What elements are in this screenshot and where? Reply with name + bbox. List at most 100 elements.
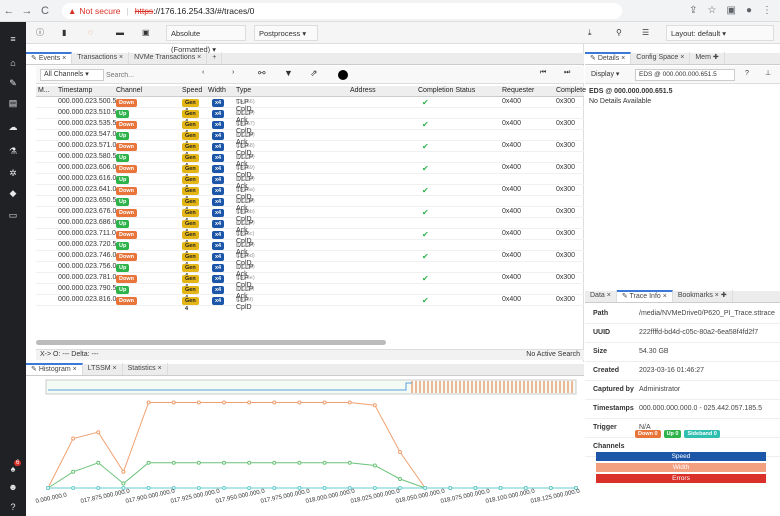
bell-icon[interactable]: ♠ bbox=[10, 464, 16, 474]
record-button[interactable] bbox=[338, 70, 348, 80]
link-icon[interactable]: ⚲ bbox=[616, 28, 622, 37]
check-icon: ✔ bbox=[422, 164, 429, 173]
col-marker[interactable]: M... bbox=[38, 87, 50, 94]
eds-select[interactable]: EDS @ 000.000.000.651.5 bbox=[635, 69, 735, 81]
tab-transactions[interactable]: Transactions × bbox=[72, 52, 130, 64]
binoculars-icon[interactable]: ⚯ bbox=[258, 68, 266, 78]
tab-search-icon[interactable]: ▣ bbox=[726, 5, 736, 16]
tab-ltssm[interactable]: LTSSM × bbox=[83, 363, 123, 375]
prev-icon[interactable]: ‹ bbox=[202, 69, 205, 76]
flask-icon[interactable]: ⚗ bbox=[8, 146, 18, 156]
list-icon[interactable]: ☰ bbox=[642, 28, 650, 37]
channel-select[interactable]: All Channels ▾ bbox=[40, 69, 104, 81]
col-type[interactable]: Type bbox=[236, 87, 252, 94]
horizontal-scrollbar[interactable] bbox=[36, 340, 386, 345]
timestamp-cell: 000.000.023.720.5 bbox=[58, 241, 117, 248]
archive-icon[interactable]: ▬ bbox=[116, 28, 124, 37]
address-bar[interactable]: ▲ Not secure | https ://176.16.254.33/#/… bbox=[62, 2, 622, 19]
profile-icon[interactable]: ● bbox=[745, 5, 752, 16]
layout-select[interactable]: Layout: default ▾ bbox=[666, 25, 774, 41]
forward-icon[interactable]: → bbox=[21, 4, 33, 17]
col-speed[interactable]: Speed bbox=[182, 87, 203, 94]
user-icon[interactable]: ☻ bbox=[8, 482, 18, 492]
window-icon[interactable]: ▭ bbox=[8, 210, 18, 220]
pin-icon[interactable]: ⊥ bbox=[765, 70, 772, 77]
tab-events[interactable]: ✎ Events × bbox=[26, 52, 73, 64]
diamond-icon[interactable]: ◆ bbox=[9, 188, 17, 198]
series-line-1 bbox=[47, 462, 576, 489]
tab-statistics[interactable]: Statistics × bbox=[123, 363, 168, 375]
add-tab-button[interactable]: + bbox=[207, 52, 223, 64]
histogram-chart[interactable]: 0.000.000.0 017.875.000.000.0017.900.000.… bbox=[26, 378, 584, 516]
notification-badge: 6 bbox=[14, 460, 22, 466]
cloud-icon[interactable]: ☁ bbox=[8, 122, 18, 132]
postprocess-select[interactable]: Postprocess ▾ bbox=[254, 25, 318, 41]
time-format-select[interactable]: Absolute (Formatted) ▾ bbox=[166, 25, 246, 54]
col-completion-status[interactable]: Completion Status bbox=[418, 87, 476, 94]
tab-trace-info[interactable]: ✎ Trace Info × bbox=[616, 290, 673, 302]
share-icon[interactable]: ⇪ bbox=[689, 5, 698, 16]
tab-histogram[interactable]: ✎ Histogram × bbox=[26, 363, 83, 375]
table-row[interactable]: 000.000.023.816.0 Down 0 Gen 4 x4 TLP CplD (… bbox=[36, 295, 584, 312]
download-icon[interactable]: ⤓ bbox=[588, 28, 592, 37]
save-icon[interactable]: ▣ bbox=[142, 28, 150, 37]
info-icon[interactable]: ⓘ bbox=[36, 28, 44, 37]
tab-details[interactable]: ✎ Details × bbox=[585, 52, 632, 64]
details-panel: ✎ Details × Config Space × Mem ✚ Display… bbox=[585, 44, 780, 289]
info-key: Timestamps bbox=[593, 405, 634, 412]
home-icon[interactable]: ⌂ bbox=[10, 58, 16, 68]
tab-data[interactable]: Data × bbox=[585, 290, 617, 302]
x-tick-label: 017.900.000.000.0 bbox=[125, 489, 176, 505]
tab-config-space[interactable]: Config Space × bbox=[631, 52, 691, 64]
chart-icon[interactable]: ▤ bbox=[8, 98, 18, 108]
wrench-icon[interactable]: ✎ bbox=[9, 78, 17, 88]
col-channel[interactable]: Channel bbox=[116, 87, 143, 94]
tab-memory[interactable]: Mem ✚ bbox=[690, 52, 725, 64]
gear-icon[interactable]: ✲ bbox=[9, 168, 17, 178]
menu-icon[interactable]: ⋮ bbox=[762, 5, 772, 16]
hamburger-icon[interactable]: ≡ bbox=[10, 34, 16, 44]
search-input[interactable] bbox=[106, 69, 206, 81]
col-timestamp[interactable]: Timestamp bbox=[58, 87, 93, 94]
x-tick-label: 018.100.000.000.0 bbox=[485, 489, 536, 505]
last-icon[interactable]: ⏭ bbox=[564, 69, 571, 76]
trigger-icon[interactable]: ◌ bbox=[88, 28, 93, 37]
display-select[interactable]: Display ▾ bbox=[591, 71, 620, 78]
col-width[interactable]: Width bbox=[208, 87, 226, 94]
col-address[interactable]: Address bbox=[350, 87, 376, 94]
completer-cell: 0x300 bbox=[556, 142, 576, 149]
data-point bbox=[523, 486, 528, 490]
first-icon[interactable]: ⏮ bbox=[540, 69, 547, 76]
col-completer[interactable]: Complete bbox=[556, 87, 586, 94]
reload-icon[interactable]: C bbox=[41, 4, 49, 17]
col-requester[interactable]: Requester bbox=[502, 87, 535, 94]
help-icon[interactable]: ? bbox=[10, 502, 16, 512]
export-icon[interactable]: ⇗ bbox=[310, 68, 318, 78]
filter-icon[interactable]: ▼ bbox=[284, 68, 293, 78]
help-icon[interactable]: ? bbox=[745, 70, 749, 77]
back-icon[interactable]: ← bbox=[3, 4, 15, 17]
tab-nvme-transactions[interactable]: NVMe Transactions × bbox=[129, 52, 208, 64]
next-icon[interactable]: › bbox=[232, 69, 235, 76]
tab-bookmarks[interactable]: Bookmarks × ✚ bbox=[673, 290, 733, 302]
star-icon[interactable]: ☆ bbox=[707, 5, 717, 16]
bookmark-icon[interactable]: ▮ bbox=[62, 28, 67, 37]
